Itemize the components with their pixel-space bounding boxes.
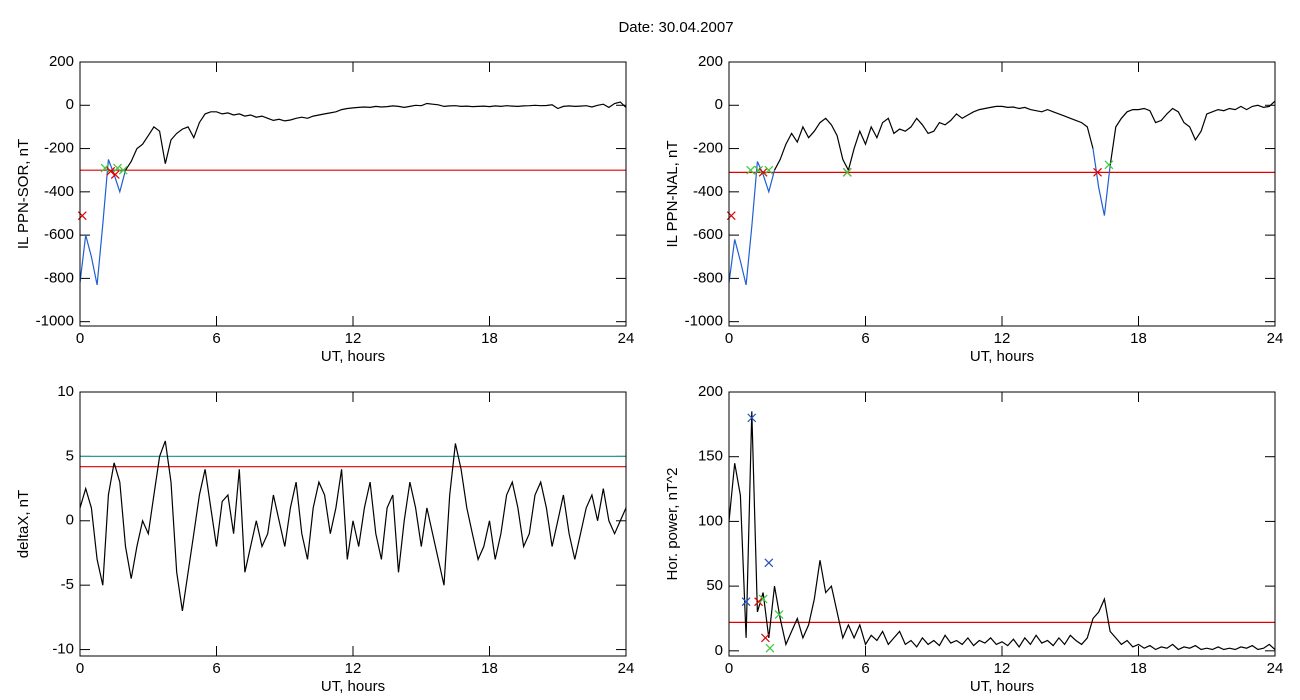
data-line (124, 101, 626, 171)
x-tick-label: 24 (1267, 660, 1284, 677)
x-tick-label: 24 (618, 660, 635, 677)
marker (77, 211, 87, 221)
marker (118, 165, 128, 175)
y-axis-label: Hor. power, nT^2 (664, 468, 681, 581)
marker (106, 166, 116, 176)
x-tick-label: 18 (1130, 660, 1147, 677)
plot-frame (79, 391, 627, 657)
y-tick-label: 100 (698, 512, 723, 529)
y-tick-label: 200 (49, 53, 74, 70)
marker (113, 163, 122, 173)
y-tick-label: 200 (698, 383, 723, 400)
marker (747, 413, 757, 423)
marker (754, 165, 763, 175)
plot-frame (728, 61, 1276, 327)
marker (754, 597, 763, 607)
marker (726, 211, 736, 221)
y-tick-label: 10 (57, 383, 74, 400)
x-tick-label: 6 (861, 660, 869, 677)
marker (100, 163, 110, 173)
x-tick-label: 6 (861, 330, 869, 347)
x-tick-label: 24 (618, 330, 635, 347)
y-tick-label: 150 (698, 448, 723, 465)
y-tick-label: -200 (44, 140, 74, 157)
plot-frame (79, 61, 627, 327)
y-tick-label: -1000 (685, 313, 723, 330)
marker (842, 167, 852, 177)
x-tick-label: 0 (76, 330, 84, 347)
marker (1104, 160, 1114, 170)
y-tick-label: -600 (44, 226, 74, 243)
marker (765, 643, 775, 653)
data-line (729, 411, 1275, 651)
y-tick-label: 0 (715, 96, 723, 113)
marker (758, 167, 768, 177)
x-tick-label: 18 (481, 660, 498, 677)
data-line (773, 105, 1094, 172)
y-tick-label: -10 (52, 641, 74, 658)
data-line (1109, 100, 1275, 166)
data-line (80, 159, 127, 286)
x-tick-label: 0 (76, 660, 84, 677)
y-axis-label: deltaX, nT (15, 490, 32, 558)
x-axis-label: UT, hours (321, 678, 385, 695)
y-tick-label: -800 (44, 269, 74, 286)
marker (764, 558, 774, 568)
panel: 200 150 100 50 00 6 12 18 24 UT, hours Hor. power,… (664, 383, 1283, 695)
y-axis-label: IL PPN-NAL, nT (664, 141, 681, 248)
x-tick-label: 12 (994, 330, 1011, 347)
x-tick-label: 12 (345, 330, 362, 347)
y-tick-label: -400 (693, 183, 723, 200)
marker (746, 165, 756, 175)
data-line (80, 440, 626, 611)
plot-frame (728, 391, 1276, 657)
x-tick-label: 18 (481, 330, 498, 347)
marker (110, 170, 120, 179)
y-tick-label: 5 (66, 447, 74, 464)
data-line (1092, 148, 1111, 216)
y-tick-label: -1000 (36, 313, 74, 330)
figure-title: Date: 30.04.2007 (618, 19, 733, 36)
y-tick-label: 200 (698, 53, 723, 70)
x-tick-label: 18 (1130, 330, 1147, 347)
x-axis-label: UT, hours (970, 348, 1034, 365)
x-tick-label: 0 (725, 660, 733, 677)
x-tick-label: 6 (212, 660, 220, 677)
marker (764, 165, 774, 175)
marker (1093, 167, 1102, 177)
data-line (729, 161, 776, 286)
y-tick-label: 0 (66, 96, 74, 113)
y-tick-label: -200 (693, 140, 723, 157)
y-tick-label: 0 (66, 512, 74, 529)
y-axis-label: IL PPN-SOR, nT (15, 139, 32, 249)
y-tick-label: -400 (44, 183, 74, 200)
marker (741, 597, 751, 607)
x-tick-label: 24 (1267, 330, 1284, 347)
y-tick-label: -5 (61, 576, 74, 593)
x-tick-label: 0 (725, 330, 733, 347)
x-tick-label: 12 (994, 660, 1011, 677)
y-tick-label: 50 (706, 577, 723, 594)
y-tick-label: -600 (693, 226, 723, 243)
x-tick-label: 6 (212, 330, 220, 347)
x-axis-label: UT, hours (321, 348, 385, 365)
x-axis-label: UT, hours (970, 678, 1034, 695)
y-tick-label: -800 (693, 269, 723, 286)
marker (758, 594, 768, 604)
y-tick-label: 0 (715, 642, 723, 659)
marker (774, 610, 784, 620)
x-tick-label: 12 (345, 660, 362, 677)
marker (760, 633, 770, 643)
